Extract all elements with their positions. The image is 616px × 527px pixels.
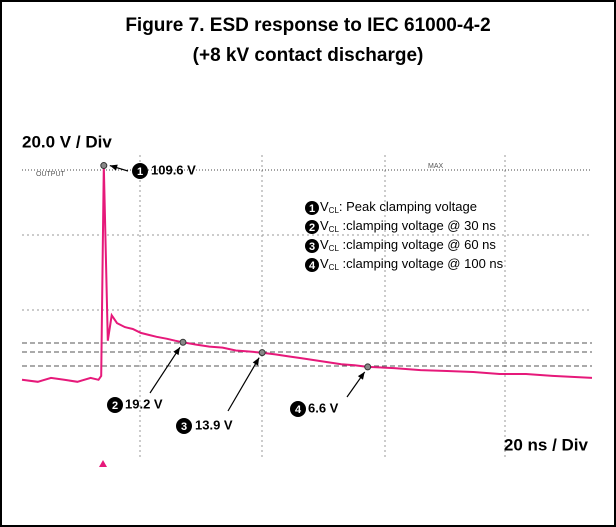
number-badge-text: 3 bbox=[309, 241, 315, 253]
number-badge-text: 4 bbox=[309, 260, 316, 272]
number-badge-text: 1 bbox=[137, 166, 143, 178]
arrow-head bbox=[252, 357, 260, 366]
legend-text: :clamping voltage @ 100 ns bbox=[339, 256, 504, 271]
legend-text: : Peak clamping voltage bbox=[339, 199, 477, 214]
legend-text: V bbox=[320, 199, 329, 214]
legend-text: V bbox=[320, 256, 329, 271]
legend-text: V bbox=[320, 218, 329, 233]
annotation-point bbox=[258, 349, 266, 357]
legend-text: CL bbox=[329, 244, 340, 253]
y-scale-label: 20.0 V / Div bbox=[22, 132, 112, 151]
arrow-head bbox=[357, 371, 365, 380]
annotation-point bbox=[364, 363, 372, 371]
legend-item: VCL :clamping voltage @ 60 ns bbox=[320, 237, 496, 253]
legend-item: VCL :clamping voltage @ 100 ns bbox=[320, 256, 504, 272]
legend-text: CL bbox=[329, 263, 340, 272]
legend-text: V bbox=[320, 237, 329, 252]
trace-label: OUTPUT bbox=[36, 171, 66, 178]
annotation-arrow bbox=[149, 346, 181, 394]
number-badge bbox=[290, 401, 306, 417]
annotation-label: 109.6 V bbox=[151, 162, 196, 177]
number-badge bbox=[305, 201, 319, 215]
number-badge bbox=[305, 239, 319, 253]
number-badge bbox=[132, 163, 148, 179]
trigger-marker bbox=[99, 460, 107, 467]
legend-item: VCL: Peak clamping voltage bbox=[320, 199, 477, 215]
subtitle: (+8 kV contact discharge) bbox=[193, 45, 424, 66]
annotation-point bbox=[100, 162, 108, 170]
number-badge bbox=[305, 220, 319, 234]
annotation-label: 19.2 V bbox=[125, 396, 163, 411]
number-badge-text: 2 bbox=[309, 222, 315, 234]
legend-item: VCL :clamping voltage @ 30 ns bbox=[320, 218, 496, 234]
annotation-label: 13.9 V bbox=[195, 417, 233, 432]
legend-text: CL bbox=[329, 206, 340, 215]
legend-text: CL bbox=[329, 225, 340, 234]
arrow-head bbox=[109, 164, 118, 171]
legend-text: :clamping voltage @ 30 ns bbox=[339, 218, 497, 233]
x-scale-label: 20 ns / Div bbox=[504, 435, 589, 454]
legend-text: :clamping voltage @ 60 ns bbox=[339, 237, 497, 252]
number-badge-text: 3 bbox=[181, 421, 187, 433]
number-badge bbox=[305, 258, 319, 272]
number-badge-text: 4 bbox=[295, 404, 302, 416]
annotation-point bbox=[179, 338, 187, 346]
number-badge-text: 2 bbox=[112, 400, 118, 412]
number-badge bbox=[176, 418, 192, 434]
annotation-arrow bbox=[227, 357, 260, 412]
number-badge-text: 1 bbox=[309, 203, 315, 215]
arrow-head bbox=[173, 347, 180, 356]
title: Figure 7. ESD response to IEC 61000-4-2 bbox=[125, 15, 490, 36]
max-label: MAX bbox=[428, 163, 444, 170]
number-badge bbox=[107, 397, 123, 413]
trace bbox=[21, 165, 593, 383]
annotation-label: 6.6 V bbox=[308, 400, 339, 415]
